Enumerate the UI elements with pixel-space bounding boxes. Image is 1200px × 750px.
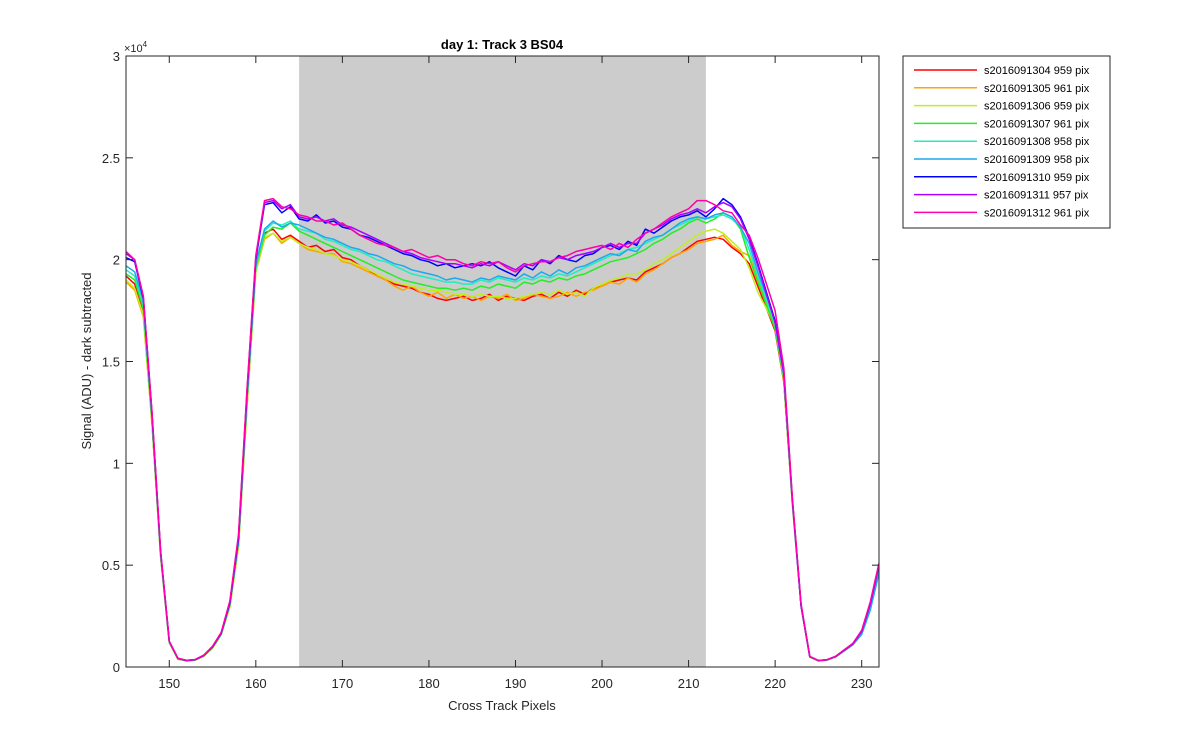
x-tick-label: 150	[158, 676, 180, 691]
legend-entry-label: s2016091306 959 pix	[984, 101, 1090, 113]
x-tick-label: 210	[678, 676, 700, 691]
x-tick-label: 200	[591, 676, 613, 691]
y-exponent-base: ×10	[124, 43, 143, 55]
legend-entry-label: s2016091304 959 pix	[984, 65, 1090, 77]
x-tick-label: 220	[764, 676, 786, 691]
y-axis-label: Signal (ADU) - dark subtracted	[79, 272, 94, 449]
y-tick-label: 1	[113, 456, 120, 471]
x-tick-label: 180	[418, 676, 440, 691]
legend-entry-label: s2016091311 957 pix	[984, 190, 1089, 202]
y-axis-ticks: 0 0.5 1 1.5 2 2.5 3	[102, 49, 879, 675]
y-tick-label: 0.5	[102, 558, 120, 573]
y-tick-label: 0	[113, 660, 120, 675]
y-exponent-power: 4	[143, 40, 148, 49]
series-line	[126, 197, 879, 662]
x-tick-label: 190	[505, 676, 527, 691]
chart-title: day 1: Track 3 BS04	[441, 37, 564, 52]
legend-entry-label: s2016091308 958 pix	[984, 136, 1090, 148]
legend-entry-label: s2016091310 959 pix	[984, 172, 1090, 184]
legend-entry-label: s2016091309 958 pix	[984, 154, 1090, 166]
y-tick-label: 3	[113, 49, 120, 64]
y-tick-label: 1.5	[102, 355, 120, 370]
y-exponent-label: ×104	[124, 40, 148, 55]
x-axis-ticks: 150 160 170 180 190 200 210 220 230	[158, 56, 873, 691]
legend-entry-label: s2016091312 961 pix	[984, 207, 1090, 219]
legend-box	[902, 55, 1111, 229]
y-tick-label: 2.5	[102, 151, 120, 166]
x-tick-label: 230	[851, 676, 873, 691]
x-tick-label: 170	[332, 676, 354, 691]
legend-entry-label: s2016091307 961 pix	[984, 118, 1090, 130]
legend-entry-label: s2016091305 961 pix	[984, 83, 1090, 95]
x-tick-label: 160	[245, 676, 267, 691]
legend: s2016091304 959 pix s2016091305 961 pix s2…	[902, 55, 1111, 229]
shaded-region	[299, 56, 706, 667]
y-tick-label: 2	[113, 253, 120, 268]
series-lines	[126, 197, 879, 662]
x-axis-label: Cross Track Pixels	[448, 698, 556, 713]
